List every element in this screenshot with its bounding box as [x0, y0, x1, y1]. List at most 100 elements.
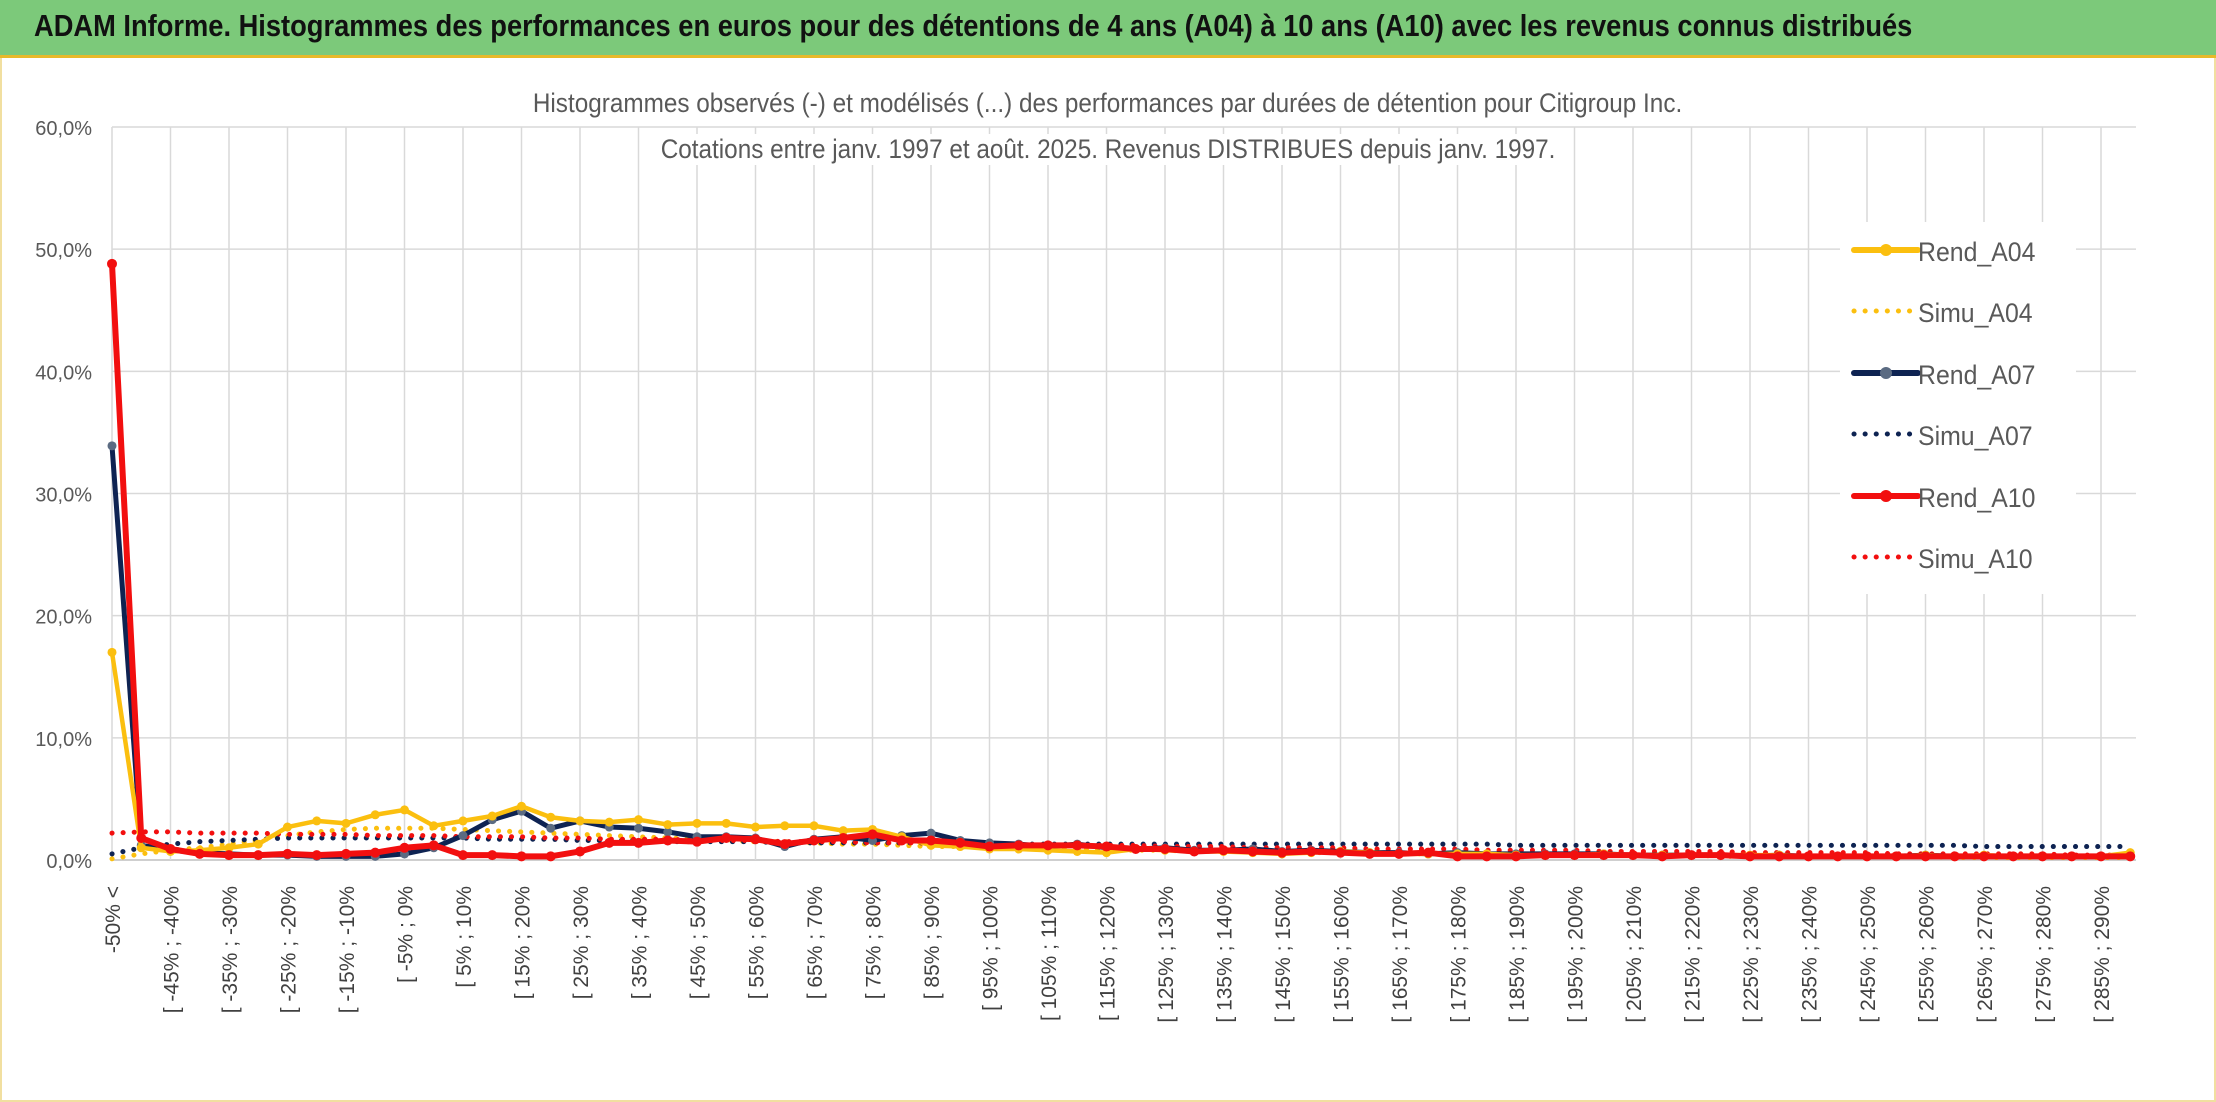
- legend-swatch: [1851, 244, 1921, 256]
- data-point-rend-a04: [517, 801, 526, 811]
- data-point-rend-a10: [1306, 846, 1317, 857]
- x-tick-label: [ 165% ; 170%: [1389, 886, 1412, 1023]
- data-point-rend-a10: [1920, 851, 1931, 862]
- x-tick-label: [ 135% ; 140%: [1214, 886, 1237, 1023]
- data-point-rend-a10: [282, 848, 293, 859]
- x-tick-label: [ 5% ; 10%: [453, 886, 476, 988]
- x-tick-label: [ 105% ; 110%: [1038, 886, 1061, 1021]
- y-tick-label: 10,0%: [35, 729, 92, 751]
- data-point-rend-a10: [136, 833, 147, 844]
- data-point-rend-a04: [458, 816, 468, 826]
- data-point-rend-a10: [1072, 840, 1083, 851]
- data-point-rend-a10: [1979, 851, 1989, 862]
- x-tick-label: [ 195% ; 200%: [1565, 886, 1588, 1023]
- y-tick-label: 40,0%: [35, 362, 92, 384]
- data-point-rend-a04: [546, 812, 556, 822]
- data-point-rend-a10: [107, 258, 117, 269]
- legend-label: Simu_A10: [1918, 544, 2033, 574]
- x-tick-label: [ 235% ; 240%: [1799, 886, 1822, 1023]
- data-point-rend-a07: [663, 827, 673, 837]
- legend-swatch: [1851, 308, 1921, 314]
- legend-swatch: [1851, 366, 1921, 379]
- data-point-rend-a04: [370, 810, 380, 820]
- data-point-rend-a04: [107, 647, 117, 657]
- data-point-rend-a04: [312, 816, 322, 826]
- data-point-rend-a04: [341, 818, 351, 828]
- data-point-rend-a10: [1043, 840, 1053, 851]
- x-tick-label: [ 255% ; 260%: [1916, 886, 1939, 1023]
- data-point-rend-a10: [2125, 851, 2136, 862]
- data-point-rend-a10: [633, 837, 644, 848]
- data-point-rend-a10: [1832, 851, 1843, 862]
- data-point-rend-a10: [1686, 850, 1697, 861]
- chart-subtitle: Cotations entre janv. 1997 et août. 2025…: [0, 134, 2216, 165]
- data-point-rend-a10: [1247, 846, 1258, 857]
- legend-label: Simu_A04: [1918, 298, 2033, 329]
- data-point-rend-a10: [1218, 845, 1229, 856]
- x-tick-label: [ -5% ; 0%: [395, 886, 418, 983]
- x-tick-label: [ 225% ; 230%: [1740, 886, 1763, 1023]
- data-point-rend-a04: [809, 821, 819, 831]
- x-tick-label: [ 275% ; 280%: [2033, 886, 2056, 1023]
- data-point-rend-a10: [1130, 844, 1141, 855]
- data-point-rend-a10: [1891, 851, 1902, 862]
- y-tick-label: 60,0%: [35, 118, 92, 140]
- data-point-rend-a04: [838, 826, 848, 836]
- data-point-rend-a10: [750, 834, 761, 845]
- data-point-rend-a10: [867, 829, 878, 840]
- data-point-rend-a10: [516, 851, 527, 862]
- data-point-rend-a10: [1013, 840, 1024, 851]
- data-point-rend-a10: [545, 851, 556, 862]
- data-point-rend-a10: [1189, 846, 1200, 857]
- data-point-rend-a10: [1511, 851, 1521, 862]
- x-tick-label: [ 115% ; 120%: [1097, 886, 1120, 1021]
- header-banner: ADAM Informe. Histogrammes des performan…: [0, 0, 2216, 58]
- data-point-rend-a10: [809, 835, 819, 846]
- data-point-rend-a10: [1335, 847, 1346, 858]
- chart-legend: Rend_A04 Simu_A04 Rend_A07 Simu_A07 Rend_A10…: [1840, 222, 2076, 594]
- data-point-rend-a10: [458, 850, 468, 861]
- data-point-rend-a10: [2008, 851, 2019, 862]
- series-line-rend-a04: [109, 650, 2133, 859]
- data-point-rend-a10: [1628, 850, 1638, 861]
- chart-title: Histogrammes observés (-) et modélisés (…: [0, 88, 2216, 119]
- data-point-rend-a10: [838, 833, 849, 844]
- data-point-rend-a10: [1569, 850, 1580, 861]
- data-point-rend-a04: [136, 843, 146, 853]
- data-point-rend-a10: [399, 842, 410, 853]
- data-point-rend-a10: [662, 835, 673, 846]
- x-tick-label: [ 95% ; 100%: [980, 886, 1003, 1011]
- data-point-rend-a10: [1481, 851, 1492, 862]
- x-tick-label: [ 125% ; 130%: [1155, 886, 1178, 1023]
- data-point-rend-a10: [311, 850, 322, 861]
- legend-label: Rend_A10: [1918, 482, 2036, 513]
- data-point-rend-a10: [2037, 851, 2048, 862]
- data-point-rend-a04: [487, 811, 497, 821]
- data-point-rend-a10: [1452, 851, 1463, 862]
- chart-frame: [0, 58, 2216, 1102]
- data-point-rend-a10: [1394, 848, 1404, 859]
- data-point-rend-a10: [926, 835, 936, 846]
- x-tick-label: [ 215% ; 220%: [1682, 886, 1705, 1023]
- x-tick-label: -50% <: [102, 886, 125, 953]
- data-point-rend-a10: [1598, 850, 1609, 861]
- data-point-rend-a10: [2096, 851, 2106, 862]
- data-point-rend-a04: [224, 843, 234, 853]
- data-point-rend-a10: [692, 836, 702, 847]
- x-tick-label: [ 185% ; 190%: [1506, 886, 1529, 1023]
- y-tick-label: 0,0%: [46, 851, 92, 873]
- data-point-rend-a04: [780, 821, 790, 831]
- legend-item-simu-a07: Simu_A07: [1840, 414, 2076, 454]
- data-point-rend-a10: [2066, 851, 2077, 862]
- x-tick-label: [ 35% ; 40%: [629, 886, 652, 999]
- data-point-rend-a10: [1540, 850, 1551, 861]
- legend-swatch: [1851, 431, 1921, 437]
- data-point-rend-a10: [224, 850, 234, 861]
- legend-item-simu-a04: Simu_A04: [1840, 291, 2076, 331]
- data-point-rend-a10: [604, 837, 615, 848]
- data-point-rend-a10: [341, 848, 351, 859]
- data-point-rend-a10: [1803, 851, 1814, 862]
- data-point-rend-a10: [370, 847, 381, 858]
- data-point-rend-a10: [984, 841, 995, 852]
